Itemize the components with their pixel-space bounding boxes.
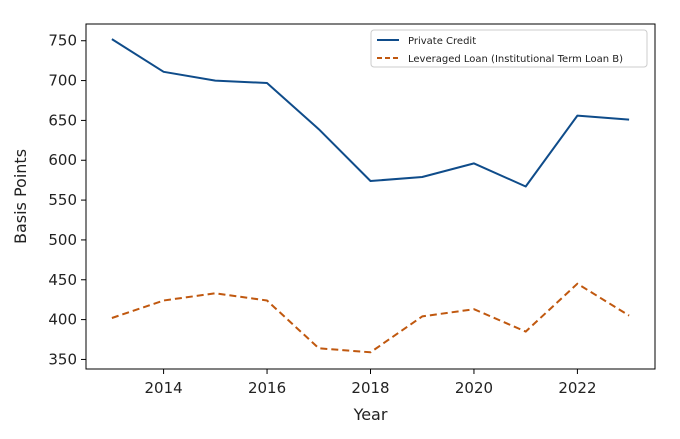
y-tick-label: 550	[48, 191, 77, 209]
x-axis-ticks: 2014 2016 2018 2020 2022	[144, 369, 597, 397]
plot-content	[111, 38, 630, 354]
series-line-2	[111, 282, 630, 354]
y-tick-label: 400	[48, 311, 77, 329]
plot-frame	[85, 23, 656, 370]
x-tick-label: 2016	[248, 379, 286, 397]
x-tick-label: 2020	[455, 379, 493, 397]
legend-label-2: Leveraged Loan (Institutional Term Loan …	[408, 54, 623, 65]
x-axis-label: Year	[353, 405, 388, 424]
x-tick-label: 2022	[558, 379, 596, 397]
y-tick-label: 750	[48, 32, 77, 50]
y-tick-label: 600	[48, 151, 77, 169]
legend-box	[370, 29, 648, 68]
y-tick-label: 350	[48, 350, 77, 368]
x-tick-label: 2018	[351, 379, 389, 397]
legend-label-1: Private Credit	[408, 36, 476, 47]
y-axis-ticks: 350 400 450 500 550 600 650 700 750	[48, 32, 86, 368]
legend: Private Credit Leveraged Loan (Institutio…	[370, 29, 648, 68]
y-tick-label: 500	[48, 231, 77, 249]
y-tick-label: 650	[48, 111, 77, 129]
series-line-1	[111, 38, 630, 188]
y-tick-label: 700	[48, 72, 77, 90]
y-tick-label: 450	[48, 271, 77, 289]
x-tick-label: 2014	[144, 379, 182, 397]
y-axis-label: Basis Points	[11, 149, 30, 244]
